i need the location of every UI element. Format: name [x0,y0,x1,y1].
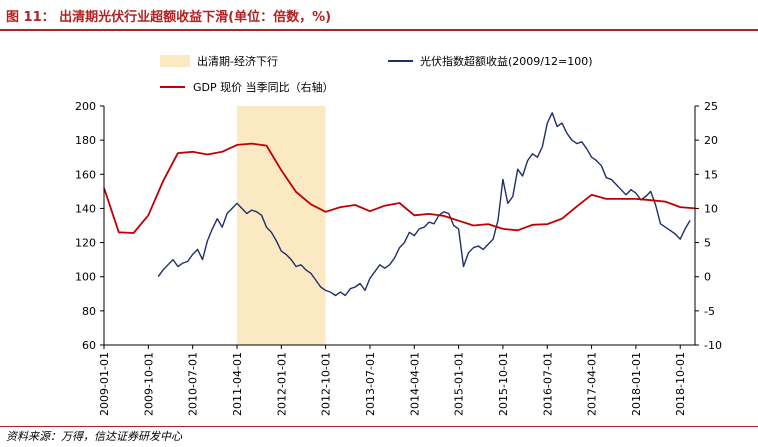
shaded-period [236,106,326,345]
right-tick-label: 15 [704,168,718,181]
series-line-pv-excess-return [157,112,691,297]
legend-label-pv: 光伏指数超额收益(2009/12=100) [420,54,593,68]
source-divider [0,426,758,427]
axes-layer: 200 180 160 140 120 100 80 60 25 20 15 10 5 0 -5 -10 200… [75,100,722,416]
x-tick-label: 2009-10-01 [142,352,155,416]
left-tick-label: 100 [75,271,96,284]
left-tick-label: 160 [75,168,96,181]
x-tick-label: 2016-07-01 [541,352,554,416]
legend-label-gdp: GDP 现价 当季同比（右轴） [193,80,334,94]
x-tick-label: 2018-10-01 [674,352,687,416]
right-tick-label: -5 [704,305,715,318]
x-tick-label: 2010-07-01 [187,352,200,416]
x-tick-label: 2009-01-01 [98,352,111,416]
series-line-gdp-yoy [103,142,696,234]
right-tick-label: 25 [704,100,718,113]
left-tick-label: 60 [82,339,96,352]
source-note: 资料来源：万得，信达证券研发中心 [6,430,182,443]
x-tick-label: 2018-01-01 [630,352,643,416]
figure-title: 图 11： 出清期光伏行业超额收益下滑(单位：倍数，%) [6,10,332,25]
left-tick-label: 80 [82,305,96,318]
x-tick-label: 2013-07-01 [364,352,377,416]
x-tick-label: 2014-04-01 [408,352,421,416]
legend-label-shaded-period: 出清期-经济下行 [197,54,278,68]
x-tick-label: 2017-04-01 [586,352,599,416]
shaded-period-layer [236,106,326,345]
right-tick-label: -10 [704,339,722,352]
x-tick-label: 2012-10-01 [320,352,333,416]
right-tick-label: 0 [704,271,711,284]
x-tick-label: 2011-04-01 [231,352,244,416]
series-layer [103,112,696,297]
legend: 出清期-经济下行 光伏指数超额收益(2009/12=100) GDP 现价 当季同比… [160,54,593,94]
right-tick-label: 20 [704,134,718,147]
x-tick-label: 2012-01-01 [275,352,288,416]
title-divider [0,29,758,31]
x-tick-label: 2015-01-01 [453,352,466,416]
left-tick-label: 140 [75,202,96,215]
left-tick-label: 200 [75,100,96,113]
left-tick-label: 120 [75,237,96,250]
x-tick-label: 2015-10-01 [497,352,510,416]
right-tick-label: 5 [704,237,711,250]
legend-swatch-shaded-period [160,55,190,67]
left-tick-label: 180 [75,134,96,147]
right-tick-label: 10 [704,202,718,215]
